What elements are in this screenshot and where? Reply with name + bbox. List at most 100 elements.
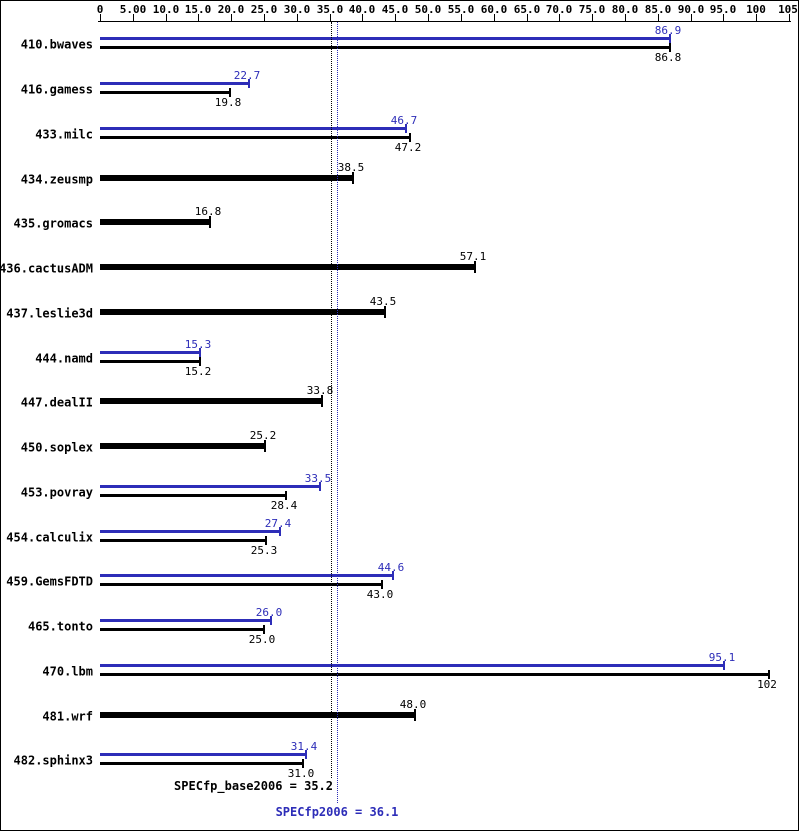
x-axis-tick xyxy=(625,14,626,21)
peak-value-label: 44.6 xyxy=(377,561,405,574)
base-bar-endcap xyxy=(264,440,266,452)
peak-value-label: 22.7 xyxy=(233,69,261,82)
benchmark-label: 454.calculix xyxy=(6,530,93,545)
benchmark-label: 444.namd xyxy=(35,351,93,366)
base-bar-endcap xyxy=(265,536,267,545)
peak-bar xyxy=(100,530,280,533)
benchmark-label: 410.bwaves xyxy=(20,37,93,52)
x-axis-tick xyxy=(395,14,396,21)
peak-bar xyxy=(100,574,393,577)
base-bar-endcap xyxy=(229,88,231,97)
reference-line-base xyxy=(331,22,332,778)
benchmark-label: 416.gamess xyxy=(20,82,93,97)
base-value-label: 57.1 xyxy=(459,250,487,263)
peak-mean-label: SPECfp2006 = 36.1 xyxy=(275,805,399,819)
benchmark-label: 434.zeusmp xyxy=(20,172,93,187)
x-axis-tick-label: 40.0 xyxy=(348,3,376,16)
base-bar xyxy=(100,398,322,404)
peak-bar xyxy=(100,37,670,40)
x-axis-tick-label: 50.0 xyxy=(414,3,442,16)
benchmark-label: 470.lbm xyxy=(42,664,93,679)
base-value-label: 38.5 xyxy=(337,161,365,174)
base-mean-label: SPECfp_base2006 = 35.2 xyxy=(174,779,333,793)
x-axis-tick-label: 75.0 xyxy=(578,3,606,16)
base-bar xyxy=(100,628,264,631)
x-axis-tick xyxy=(166,14,167,21)
peak-bar-endcap xyxy=(319,482,321,491)
base-value-label: 33.8 xyxy=(306,384,334,397)
benchmark-label: 447.dealII xyxy=(20,395,93,410)
benchmark-label: 435.gromacs xyxy=(13,216,93,231)
x-axis-tick-label: 25.0 xyxy=(250,3,278,16)
x-axis-tick-label: 30.0 xyxy=(283,3,311,16)
base-bar-endcap xyxy=(199,357,201,366)
peak-bar xyxy=(100,82,249,85)
base-bar xyxy=(100,46,670,49)
base-value-label: 102 xyxy=(757,678,777,691)
base-value-label: 19.8 xyxy=(214,96,242,109)
peak-bar-endcap xyxy=(723,661,725,670)
base-bar-endcap xyxy=(474,261,476,273)
peak-value-label: 95.1 xyxy=(708,651,736,664)
x-axis-tick xyxy=(133,14,134,21)
peak-bar xyxy=(100,753,306,756)
peak-bar-endcap xyxy=(279,527,281,536)
x-axis-tick xyxy=(527,14,528,21)
peak-bar xyxy=(100,351,200,354)
peak-bar-endcap xyxy=(248,79,250,88)
x-axis-tick-label: 65.0 xyxy=(513,3,541,16)
peak-value-label: 46.7 xyxy=(390,114,418,127)
x-axis-tick xyxy=(330,14,331,21)
peak-bar xyxy=(100,664,724,667)
x-axis-tick-label: 5.00 xyxy=(119,3,147,16)
x-axis-tick xyxy=(559,14,560,21)
peak-bar-endcap xyxy=(669,34,671,43)
benchmark-label: 482.sphinx3 xyxy=(13,753,93,768)
peak-bar-endcap xyxy=(405,124,407,133)
benchmark-label: 459.GemsFDTD xyxy=(6,574,93,589)
peak-bar xyxy=(100,619,271,622)
peak-bar-endcap xyxy=(270,616,272,625)
base-bar xyxy=(100,673,769,676)
base-bar-endcap xyxy=(285,491,287,500)
x-axis-tick-label: 35.0 xyxy=(316,3,344,16)
base-bar xyxy=(100,583,382,586)
base-bar xyxy=(100,175,353,181)
x-axis-tick xyxy=(592,14,593,21)
base-value-label: 43.0 xyxy=(366,588,394,601)
benchmark-label: 481.wrf xyxy=(42,709,93,724)
base-bar-endcap xyxy=(409,133,411,142)
base-bar-endcap xyxy=(302,759,304,768)
reference-line-peak xyxy=(337,22,338,803)
x-axis-tick xyxy=(658,14,659,21)
x-axis-tick-label: 45.0 xyxy=(381,3,409,16)
peak-bar xyxy=(100,485,320,488)
peak-bar-endcap xyxy=(392,571,394,580)
x-axis-tick xyxy=(297,14,298,21)
peak-bar xyxy=(100,127,406,130)
x-axis-line xyxy=(98,21,791,22)
base-value-label: 15.2 xyxy=(184,365,212,378)
peak-bar-endcap xyxy=(199,348,201,357)
base-value-label: 25.2 xyxy=(249,429,277,442)
base-bar xyxy=(100,309,385,315)
x-axis-tick xyxy=(723,14,724,21)
base-bar xyxy=(100,494,286,497)
x-axis-tick xyxy=(494,14,495,21)
base-bar-endcap xyxy=(414,709,416,721)
x-axis-tick xyxy=(691,14,692,21)
base-bar-endcap xyxy=(669,43,671,52)
base-bar xyxy=(100,219,210,225)
base-bar-endcap xyxy=(263,625,265,634)
base-bar-endcap xyxy=(321,395,323,407)
peak-value-label: 31.4 xyxy=(290,740,318,753)
base-bar xyxy=(100,762,303,765)
x-axis-tick-label: 80.0 xyxy=(611,3,639,16)
base-value-label: 25.0 xyxy=(248,633,276,646)
x-axis-tick xyxy=(264,14,265,21)
base-value-label: 25.3 xyxy=(250,544,278,557)
x-axis-tick xyxy=(362,14,363,21)
x-axis-tick xyxy=(789,14,790,21)
x-axis-tick xyxy=(461,14,462,21)
base-bar-endcap xyxy=(352,172,354,184)
